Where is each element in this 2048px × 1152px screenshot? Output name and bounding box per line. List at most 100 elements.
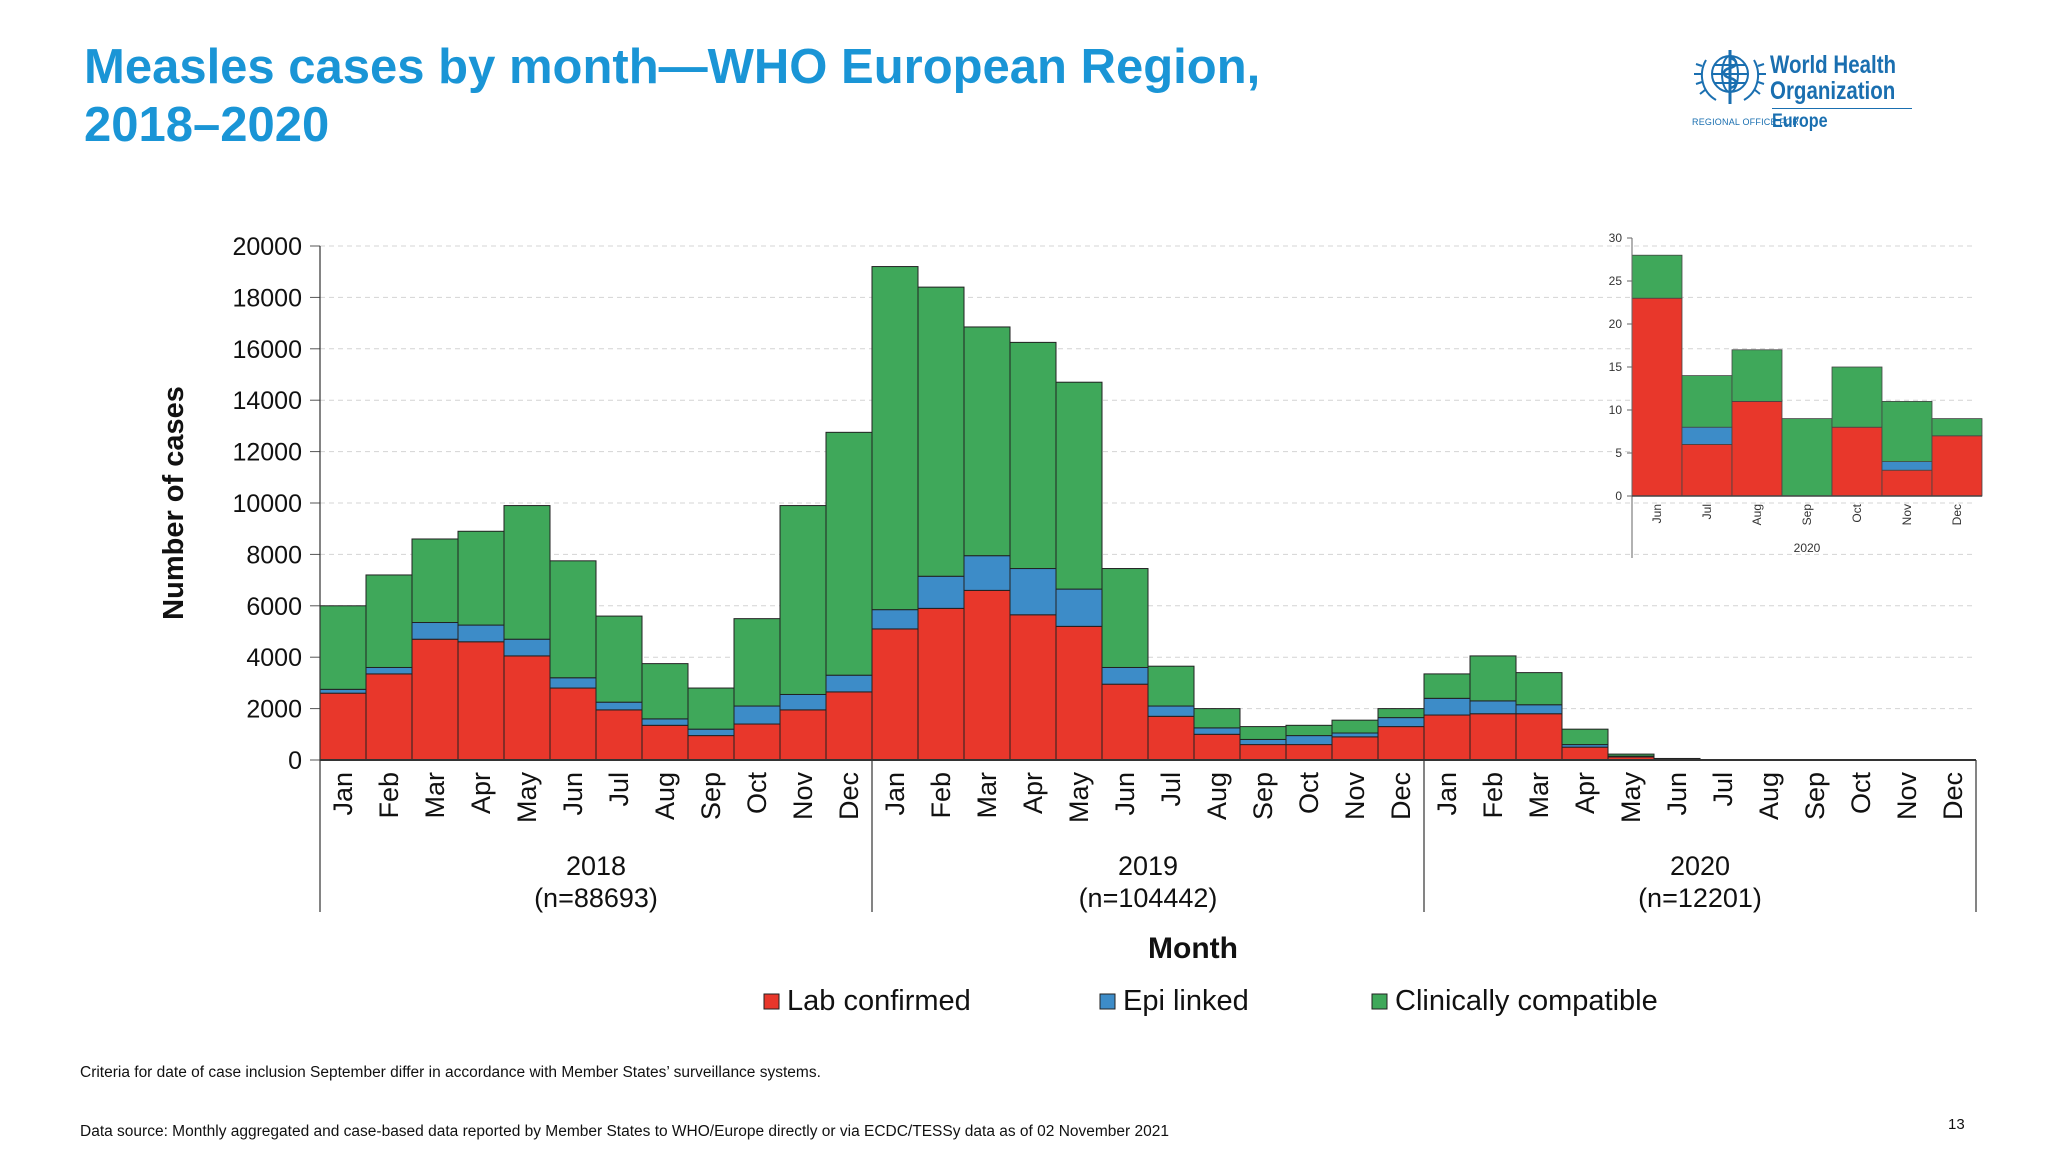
bar-segment-epi xyxy=(641,718,689,726)
bar-segment-clin xyxy=(1009,341,1057,570)
who-logo-regional-office: REGIONAL OFFICE FOR xyxy=(1692,117,1799,127)
bar-segment-clin xyxy=(1561,728,1609,746)
inset-y-tick-label: 20 xyxy=(1609,317,1623,331)
bar-segment-epi xyxy=(1193,727,1241,735)
bar-segment-epi xyxy=(365,666,413,675)
bar-segment-lab xyxy=(1193,733,1241,761)
y-tick-label: 12000 xyxy=(232,439,302,467)
bar-segment-clin xyxy=(779,505,827,695)
month-tick-label: Sep xyxy=(696,772,726,820)
month-tick-label: May xyxy=(512,772,542,824)
inset-bar-segment-clin xyxy=(1681,375,1733,428)
bar-segment-clin xyxy=(1055,381,1103,590)
y-tick-label: 0 xyxy=(288,747,302,775)
month-tick-label: Apr xyxy=(466,772,496,814)
bar-segment-lab xyxy=(595,709,643,761)
inset-bar-segment-lab xyxy=(1731,400,1783,497)
bar-segment-epi xyxy=(1331,732,1379,738)
bar-segment-epi xyxy=(963,555,1011,591)
inset-month-tick-label: Aug xyxy=(1750,504,1764,525)
bar-segment-clin xyxy=(1653,757,1701,760)
who-logo: World Health Organization REGIONAL OFFIC… xyxy=(1688,40,1918,150)
bar-segment-clin xyxy=(871,266,919,611)
footnote-data-source: Data source: Monthly aggregated and case… xyxy=(80,1123,1169,1140)
bar-segment-clin xyxy=(365,574,413,668)
measles-chart: 0 2000 4000 6000 8000 10000 12000 14000 16000 180… xyxy=(158,231,1983,1017)
inset-bar-segment-clin xyxy=(1831,366,1883,428)
inset-month-tick-label: Oct xyxy=(1850,503,1864,522)
month-tick-label: Jul xyxy=(1708,772,1738,807)
bar-segment-epi xyxy=(1009,568,1057,616)
month-tick-label: Jun xyxy=(1110,772,1140,816)
bar-segment-lab xyxy=(687,735,735,761)
month-tick-label: Aug xyxy=(650,772,680,820)
inset-bar-segment-lab xyxy=(1831,426,1883,497)
bar-segment-lab xyxy=(825,691,873,761)
bar-segment-clin xyxy=(503,505,551,640)
month-tick-label: Feb xyxy=(1478,772,1508,819)
bar-segment-clin xyxy=(687,687,735,730)
page-number: 13 xyxy=(1948,1116,1965,1133)
bar-segment-lab xyxy=(1101,683,1149,761)
who-logo-region: Europe xyxy=(1772,111,1828,132)
bar-segment-lab xyxy=(871,628,919,761)
bar-segment-epi xyxy=(917,575,965,609)
month-tick-label: Nov xyxy=(788,772,818,821)
month-tick-label: Dec xyxy=(1938,772,1968,820)
month-tick-label: Dec xyxy=(834,772,864,820)
bar-segment-clin xyxy=(1101,568,1149,668)
bar-segment-clin xyxy=(319,605,367,690)
year-label: 2020 xyxy=(1670,851,1730,881)
inset-bar-segment-clin xyxy=(1631,254,1683,299)
footnote-criteria: Criteria for date of case inclusion Sept… xyxy=(80,1064,821,1081)
who-logo-name-line-1: World Health xyxy=(1770,51,1897,79)
month-tick-label: Mar xyxy=(972,772,1002,819)
bar-segment-clin xyxy=(1377,708,1425,719)
month-tick-label: Jan xyxy=(880,772,910,816)
bar-segment-epi xyxy=(871,609,919,630)
bar-segment-clin xyxy=(917,286,965,577)
month-tick-label: Sep xyxy=(1800,772,1830,820)
bar-segment-lab xyxy=(1469,713,1517,761)
inset-bar-segment-lab xyxy=(1631,297,1683,497)
month-tick-label: Jun xyxy=(1662,772,1692,816)
inset-month-tick-label: Nov xyxy=(1900,504,1914,525)
bar-segment-clin xyxy=(1331,719,1379,734)
bar-segment-epi xyxy=(1285,735,1333,746)
bar-segment-clin xyxy=(1147,665,1195,707)
bar-segment-clin xyxy=(595,615,643,703)
y-tick-label: 8000 xyxy=(246,541,302,569)
bar-segment-epi xyxy=(687,728,735,737)
bar-segment-lab xyxy=(411,638,459,761)
bar-segment-lab xyxy=(549,687,597,761)
bar-segment-epi xyxy=(1147,705,1195,717)
month-tick-label: Mar xyxy=(420,772,450,819)
year-count-label: (n=88693) xyxy=(534,883,658,913)
bar-segment-lab xyxy=(1285,744,1333,761)
bar-segment-clin xyxy=(963,326,1011,557)
bar-segment-epi xyxy=(549,677,597,689)
legend-swatch xyxy=(1099,993,1116,1010)
who-logo-name-line-2: Organization xyxy=(1770,77,1896,105)
inset-y-tick-label: 5 xyxy=(1615,446,1622,460)
inset-month-tick-label: Jul xyxy=(1700,504,1714,519)
bar-segment-epi xyxy=(1469,700,1517,715)
slide-title-line-2: 2018–2020 xyxy=(84,98,330,152)
month-tick-label: Mar xyxy=(1524,772,1554,819)
bar-segment-clin xyxy=(1193,708,1241,729)
month-tick-label: Jun xyxy=(558,772,588,816)
y-tick-label: 18000 xyxy=(232,284,302,312)
inset-bar-segment-lab xyxy=(1881,469,1933,497)
bar-segment-lab xyxy=(1515,713,1563,761)
bar-segment-epi xyxy=(1423,697,1471,716)
y-tick-label: 10000 xyxy=(232,490,302,518)
bar-segment-lab xyxy=(1561,746,1609,761)
bar-segment-epi xyxy=(503,638,551,657)
month-tick-label: Apr xyxy=(1018,772,1048,814)
bar-segment-lab xyxy=(1423,714,1471,761)
inset-y-tick-label: 30 xyxy=(1609,231,1623,245)
year-label: 2019 xyxy=(1118,851,1178,881)
y-axis-label: Number of cases xyxy=(158,386,190,620)
bar-segment-epi xyxy=(825,674,873,693)
inset-bar-segment-epi xyxy=(1881,461,1933,471)
